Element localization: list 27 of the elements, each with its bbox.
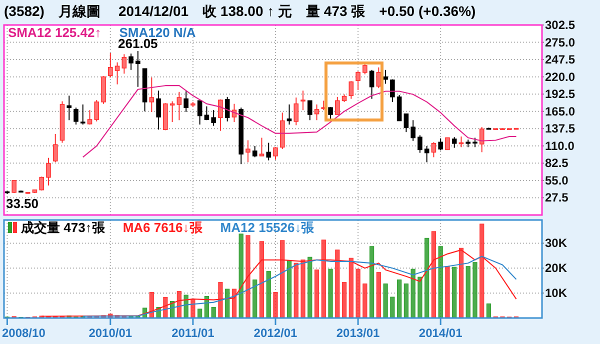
y-tick-label: 27.5	[545, 190, 569, 205]
x-tick-label: 2008/10	[2, 326, 46, 340]
y-tick-label: 55.0	[545, 173, 569, 188]
annotation: 33.50	[6, 196, 39, 211]
y-tick-label: 165.0	[545, 104, 576, 118]
y-tick-label: 82.5	[545, 156, 569, 170]
chart-title: (3582) 月線圖	[4, 3, 100, 19]
legend-label: 成交量 473↑張	[20, 220, 106, 235]
x-tick-label: 2012/01	[254, 326, 298, 340]
y-tick-label: 275.0	[545, 35, 576, 50]
y-tick-label: 192.5	[545, 87, 576, 102]
x-tick-label: 2010/01	[88, 326, 132, 340]
y-tick-label: 247.5	[545, 52, 576, 67]
text: SMA12 125.42↑	[8, 25, 102, 40]
x-tick-label: 2011/01	[172, 326, 215, 340]
y-tick-label: 110.0	[545, 138, 575, 153]
series-label: MA12 15526↓張	[220, 220, 316, 235]
x-tick-label: 2014/01	[418, 326, 463, 340]
y-tick-label: 220.0	[545, 70, 576, 84]
chart-subtitle: 2014/12/01 收 138.00 ↑ 元 量 473 張 +0.50 (+0.36%)	[118, 3, 476, 19]
x-tick-label: 2013/01	[336, 326, 380, 340]
y-tick-label: 10K	[545, 286, 568, 300]
y-tick-label: 302.5	[545, 18, 576, 32]
y-tick-label: 20K	[545, 261, 568, 276]
y-tick-label: 137.5	[545, 122, 576, 136]
y-tick-label: 30K	[545, 236, 568, 250]
text: MA6 7616↓張	[122, 220, 204, 235]
